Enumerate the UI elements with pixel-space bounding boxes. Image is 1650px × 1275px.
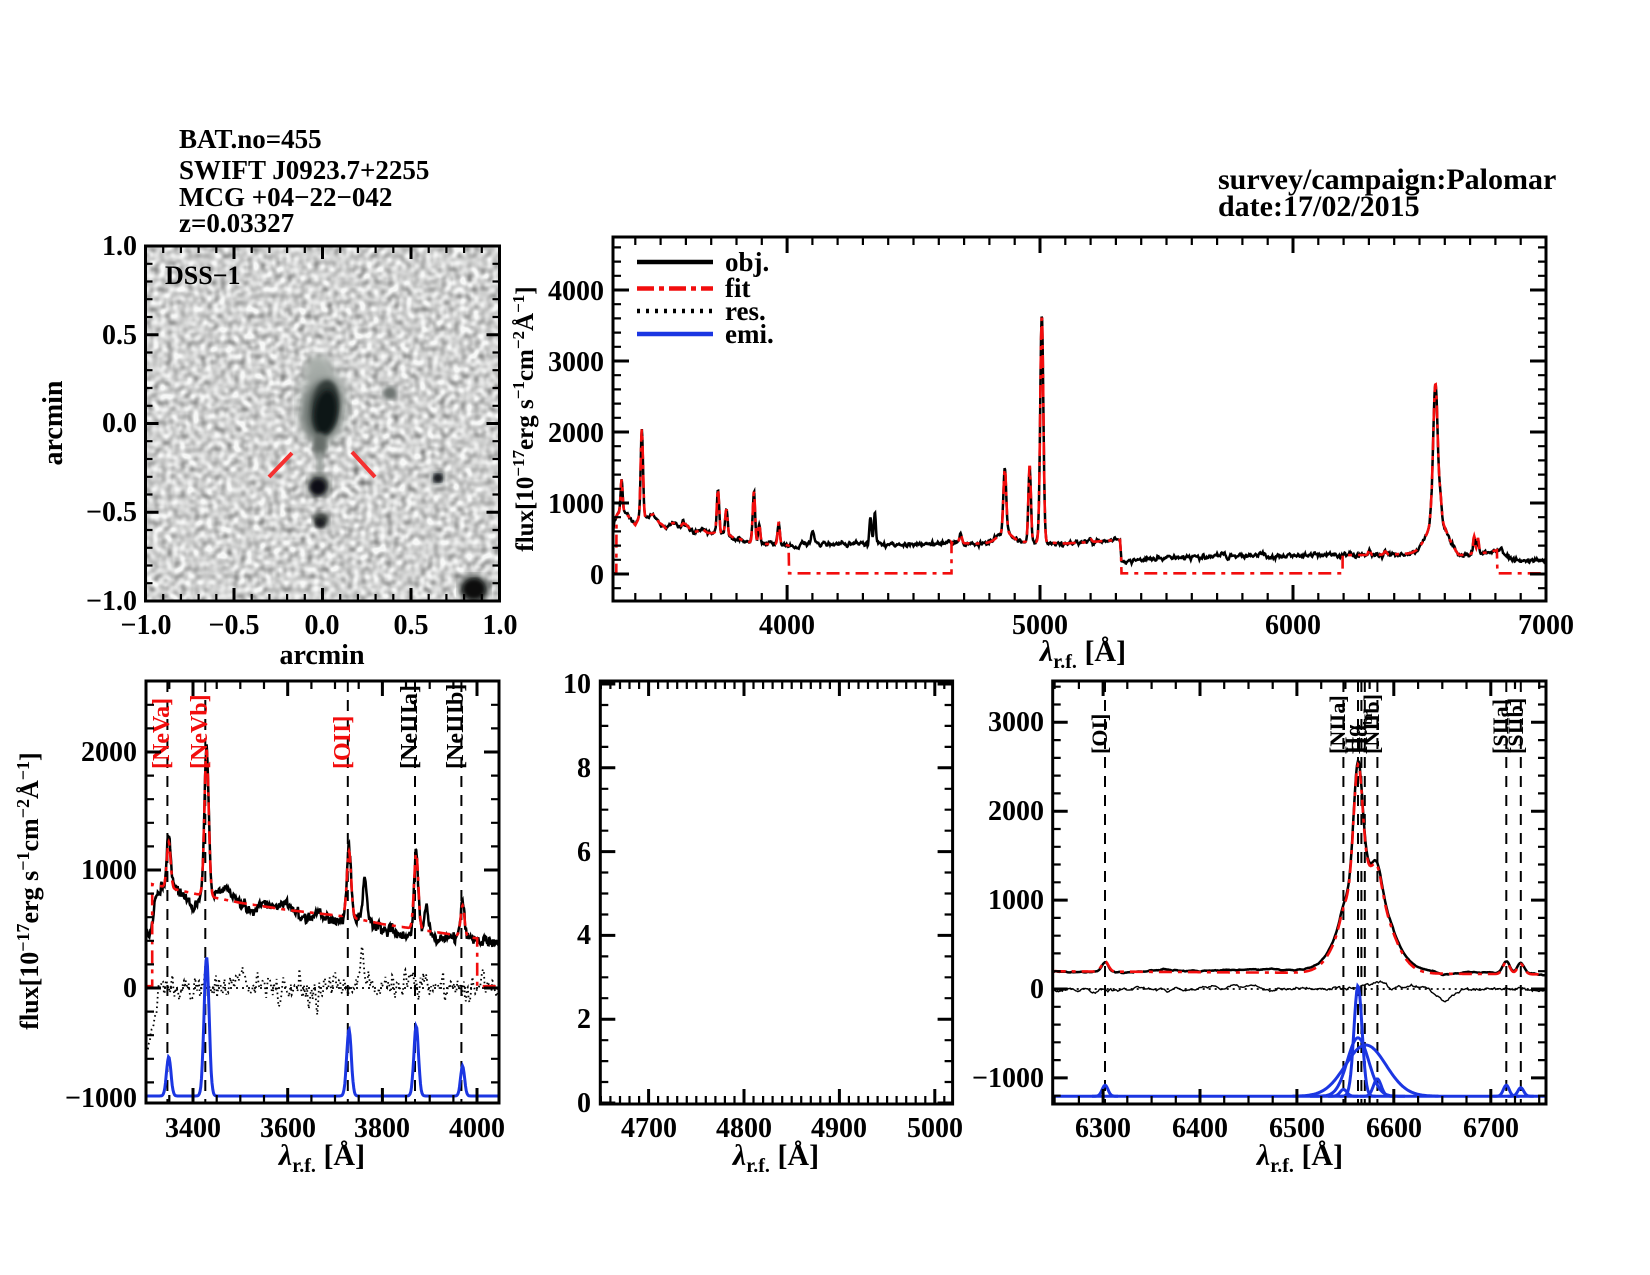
svg-text:6: 6 [577, 837, 591, 868]
svg-text:3800: 3800 [354, 1113, 410, 1144]
svg-text:λr.f. [Å]: λr.f. [Å] [277, 1139, 365, 1177]
svg-text:1000: 1000 [548, 489, 604, 520]
svg-text:−1.0: −1.0 [121, 610, 172, 641]
svg-text:3000: 3000 [988, 707, 1044, 738]
svg-text:3600: 3600 [260, 1113, 316, 1144]
svg-text:2000: 2000 [81, 737, 137, 768]
svg-text:1000: 1000 [988, 885, 1044, 916]
svg-text:6700: 6700 [1463, 1113, 1519, 1144]
svg-text:fit: fit [725, 273, 750, 303]
svg-text:6400: 6400 [1172, 1113, 1228, 1144]
svg-text:λr.f. [Å]: λr.f. [Å] [731, 1139, 819, 1177]
svg-text:4900: 4900 [811, 1113, 867, 1144]
svg-text:6600: 6600 [1366, 1113, 1422, 1144]
svg-text:10: 10 [563, 669, 591, 700]
svg-text:arcmin: arcmin [38, 380, 69, 465]
svg-text:date:17/02/2015: date:17/02/2015 [1218, 190, 1420, 223]
svg-text:5000: 5000 [907, 1113, 963, 1144]
svg-text:[OI]: [OI] [1087, 714, 1112, 754]
svg-text:emi.: emi. [725, 319, 774, 349]
svg-text:4000: 4000 [759, 610, 815, 641]
svg-text:3000: 3000 [548, 347, 604, 378]
svg-text:flux[10−17erg s−1cm−2Å−1]: flux[10−17erg s−1cm−2Å−1] [509, 286, 539, 551]
svg-text:res.: res. [725, 296, 766, 326]
svg-text:BAT.no=455: BAT.no=455 [179, 124, 322, 154]
svg-text:obj.: obj. [725, 247, 769, 277]
svg-text:0.5: 0.5 [394, 610, 429, 641]
svg-text:−0.5: −0.5 [209, 610, 260, 641]
svg-text:5000: 5000 [1012, 610, 1068, 641]
svg-text:4000: 4000 [449, 1113, 505, 1144]
svg-text:DSS−1: DSS−1 [165, 261, 241, 290]
svg-text:0: 0 [123, 973, 137, 1004]
svg-text:[SIIa]: [SIIa] [1488, 699, 1513, 754]
svg-text:6000: 6000 [1265, 610, 1321, 641]
svg-text:3400: 3400 [165, 1113, 221, 1144]
svg-text:0.0: 0.0 [305, 610, 340, 641]
svg-text:2000: 2000 [988, 796, 1044, 827]
svg-text:λr.f. [Å]: λr.f. [Å] [1038, 635, 1126, 673]
svg-text:[NeVa]: [NeVa] [149, 698, 175, 769]
svg-text:−1000: −1000 [972, 1063, 1044, 1094]
svg-text:2000: 2000 [548, 418, 604, 449]
svg-text:7000: 7000 [1518, 610, 1574, 641]
svg-text:[NIIa]: [NIIa] [1325, 695, 1350, 754]
svg-text:4000: 4000 [548, 276, 604, 307]
svg-text:1.0: 1.0 [102, 231, 137, 262]
svg-text:6300: 6300 [1075, 1113, 1131, 1144]
svg-text:0: 0 [1030, 974, 1044, 1005]
svg-text:1000: 1000 [81, 855, 137, 886]
svg-text:z=0.03327: z=0.03327 [179, 208, 294, 238]
svg-text:[SIIb]: [SIIb] [1503, 698, 1528, 754]
svg-text:4800: 4800 [716, 1113, 772, 1144]
svg-text:2: 2 [577, 1004, 591, 1035]
svg-text:−1.0: −1.0 [86, 586, 137, 617]
svg-text:0.5: 0.5 [102, 320, 137, 351]
svg-text:8: 8 [577, 753, 591, 784]
svg-text:survey/campaign:Palomar: survey/campaign:Palomar [1218, 163, 1556, 196]
svg-text:4700: 4700 [621, 1113, 677, 1144]
svg-text:4: 4 [577, 920, 591, 951]
svg-text:arcmin: arcmin [279, 640, 364, 671]
svg-text:6500: 6500 [1269, 1113, 1325, 1144]
svg-text:SWIFT J0923.7+2255: SWIFT J0923.7+2255 [179, 155, 429, 185]
svg-text:0: 0 [577, 1088, 591, 1119]
svg-text:[NeIIIa]: [NeIIIa] [397, 685, 423, 769]
svg-text:[OII]: [OII] [330, 716, 356, 769]
svg-text:[NIIb]: [NIIb] [1359, 694, 1384, 754]
svg-text:MCG +04−22−042: MCG +04−22−042 [179, 182, 392, 212]
svg-text:−1000: −1000 [65, 1083, 137, 1114]
svg-text:0.0: 0.0 [102, 408, 137, 439]
svg-text:λr.f. [Å]: λr.f. [Å] [1255, 1139, 1343, 1177]
svg-text:flux[10−17erg s−1cm−2Å−1]: flux[10−17erg s−1cm−2Å−1] [13, 752, 44, 1029]
svg-text:[NeIIIb]: [NeIIIb] [443, 684, 469, 769]
svg-text:0: 0 [590, 560, 604, 591]
svg-text:[NeVb]: [NeVb] [187, 694, 213, 769]
svg-text:−0.5: −0.5 [86, 497, 137, 528]
svg-text:1.0: 1.0 [483, 610, 518, 641]
svg-text:Hα: Hα [1340, 724, 1365, 754]
